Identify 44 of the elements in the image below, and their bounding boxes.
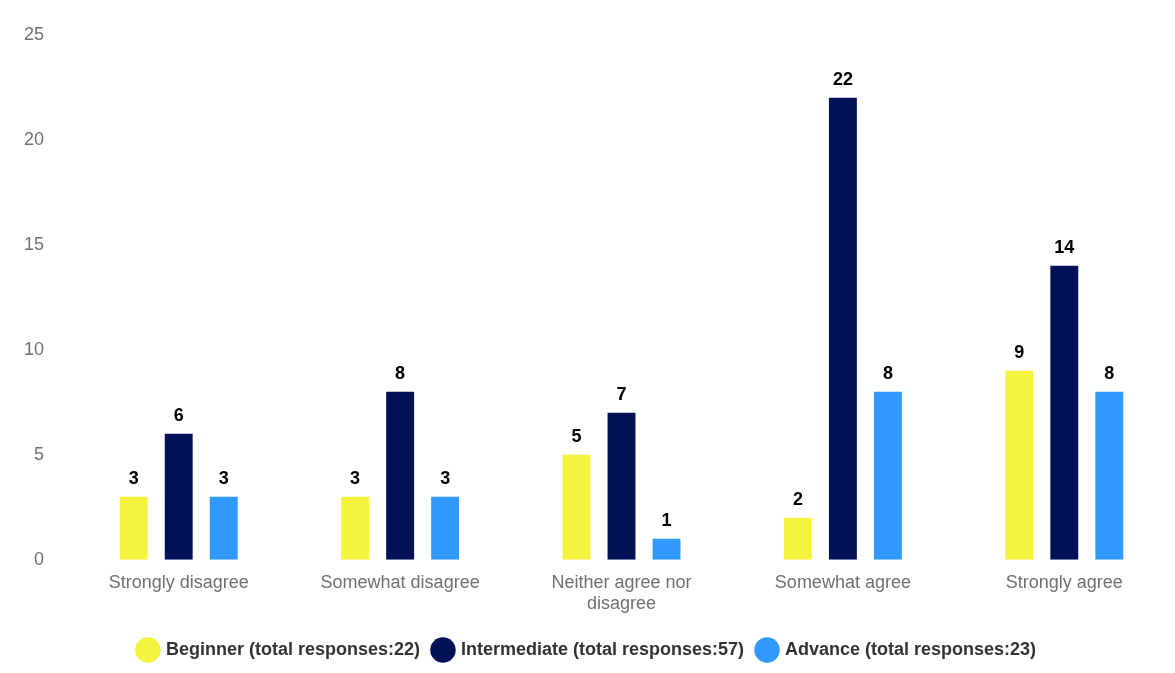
x-tick-label: Strongly agree <box>1005 571 1123 592</box>
data-label: 8 <box>1104 362 1115 383</box>
data-label: 5 <box>571 425 582 446</box>
data-label: 22 <box>832 68 853 89</box>
y-tick-label: 20 <box>23 128 45 149</box>
data-label: 3 <box>440 467 451 488</box>
bar <box>119 496 148 560</box>
data-label: 8 <box>882 362 893 383</box>
bar <box>783 517 812 560</box>
y-tick-label: 25 <box>23 23 45 44</box>
legend-label: Intermediate (total responses:57) <box>460 638 745 659</box>
data-label: 8 <box>395 362 406 383</box>
x-tick-label: Somewhat agree <box>774 571 911 592</box>
x-tick-label: Neither agree nor disagree <box>551 571 692 614</box>
y-tick-label: 0 <box>34 548 45 569</box>
y-tick-label: 5 <box>34 443 45 464</box>
data-label: 3 <box>128 467 139 488</box>
bar <box>386 391 415 560</box>
bar <box>1005 370 1034 560</box>
legend-label: Beginner (total responses:22) <box>165 638 420 659</box>
bar <box>1095 391 1124 560</box>
bar <box>1050 265 1079 560</box>
bar <box>873 391 902 560</box>
y-tick-label: 15 <box>23 233 45 254</box>
x-tick-label: Somewhat disagree <box>320 571 480 592</box>
data-label: 14 <box>1054 236 1075 257</box>
data-label: 3 <box>350 467 361 488</box>
x-tick-label: Strongly disagree <box>108 571 249 592</box>
data-label: 2 <box>792 488 803 509</box>
data-label: 1 <box>661 509 672 530</box>
bar <box>607 412 636 560</box>
data-label: 7 <box>616 383 627 404</box>
data-label: 9 <box>1014 341 1025 362</box>
bar <box>431 496 460 560</box>
bar <box>164 433 193 560</box>
y-tick-label: 10 <box>23 338 45 359</box>
data-label: 3 <box>218 467 229 488</box>
bar <box>828 97 857 560</box>
data-label: 6 <box>173 404 184 425</box>
bar <box>341 496 370 560</box>
bar <box>652 538 681 560</box>
bar <box>209 496 238 560</box>
bar <box>562 454 591 560</box>
legend-label: Advance (total responses:23) <box>785 638 1037 659</box>
